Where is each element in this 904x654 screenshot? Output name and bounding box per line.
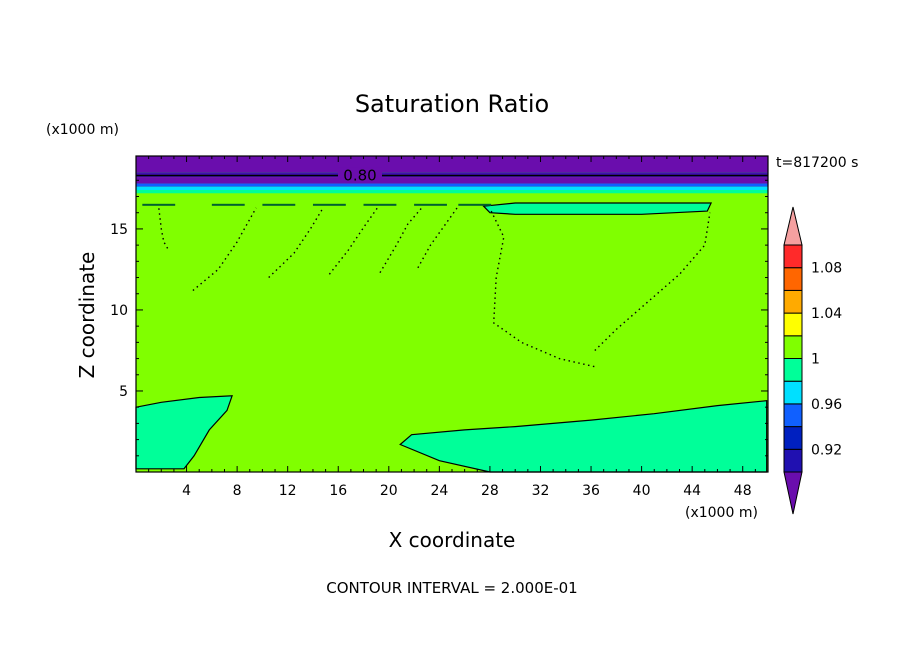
colorbar-box — [783, 403, 803, 428]
top-dash — [312, 203, 346, 206]
x-tick-label: 20 — [380, 483, 398, 499]
contour-label-bg — [338, 167, 382, 184]
colorbar-box — [783, 426, 803, 450]
top-dash — [262, 203, 296, 206]
y-axis-title: Z coordinate — [75, 252, 99, 379]
top-dash — [363, 203, 397, 206]
x-tick-label: 44 — [683, 483, 701, 499]
colorbar-box — [783, 448, 803, 473]
colorbar-over-triangle — [783, 206, 803, 246]
y-tick-label: 5 — [119, 384, 128, 400]
x-tick-label: 4 — [182, 483, 191, 499]
upper-band-2 — [136, 177, 768, 184]
x-tick-label: 28 — [481, 483, 499, 499]
dotted-contour-5 — [417, 207, 458, 269]
dotted-contour-3 — [328, 207, 378, 275]
contour-label: 0.80 — [343, 166, 376, 184]
colorbar-box — [783, 244, 803, 269]
colorbar-box — [783, 335, 803, 359]
x-tick-label: 48 — [734, 483, 752, 499]
colorbar-box — [783, 267, 803, 291]
contour-interval-footer: CONTOUR INTERVAL = 2.000E-01 — [326, 579, 577, 597]
x-tick-label: 40 — [633, 483, 651, 499]
top-dash — [458, 203, 492, 206]
dotted-contour-7 — [594, 212, 711, 351]
top-dash — [142, 203, 176, 206]
y-units-label: (x1000 m) — [46, 122, 119, 138]
plot-area — [135, 155, 769, 473]
x-tick-label: 32 — [532, 483, 550, 499]
x-tick-label: 24 — [430, 483, 448, 499]
dotted-contour-1 — [192, 207, 257, 292]
upper-band-1 — [136, 172, 768, 178]
colorbar-label: 0.96 — [811, 397, 842, 413]
lower-left-pocket — [135, 395, 233, 470]
colorbar-under-triangle — [783, 471, 803, 515]
colorbar-box — [783, 358, 803, 382]
dotted-contour-0 — [158, 207, 169, 249]
colorbar-box — [783, 380, 803, 405]
colorbar-label: 1 — [811, 352, 820, 368]
y-tick-label: 10 — [110, 303, 128, 319]
upper-band-4 — [136, 186, 768, 191]
colorbar-label: 1.04 — [811, 306, 842, 322]
x-tick-label: 12 — [279, 483, 297, 499]
x-axis: 4 8 12 16 20 24 28 32 36 40 44 48 — [148, 156, 756, 499]
y-axis: 5 10 15 — [110, 179, 768, 457]
lower-right-pocket — [399, 400, 768, 473]
chart-title: Saturation Ratio — [355, 90, 549, 118]
x-axis-title: X coordinate — [389, 528, 516, 552]
colorbar-label: 1.08 — [811, 261, 842, 277]
top-dash — [211, 203, 245, 206]
colorbar: 0.92 0.96 1 1.04 1.08 — [783, 206, 842, 515]
x-tick-label: 8 — [233, 483, 242, 499]
upper-band-5 — [136, 190, 768, 194]
dotted-contour-6 — [490, 210, 595, 368]
colorbar-box — [783, 289, 803, 314]
x-tick-label: 36 — [582, 483, 600, 499]
x-tick-label: 16 — [329, 483, 347, 499]
time-label: t=817200 s — [776, 155, 858, 171]
upper-right-sliver — [482, 202, 713, 215]
upper-band-3 — [136, 183, 768, 187]
x-units-label: (x1000 m) — [685, 505, 758, 521]
colorbar-label: 0.92 — [811, 442, 842, 458]
dotted-contour-4 — [379, 207, 423, 274]
upper-band-0 — [136, 156, 768, 173]
colorbar-box — [783, 312, 803, 337]
y-tick-label: 15 — [110, 222, 128, 238]
top-dash — [414, 203, 447, 206]
